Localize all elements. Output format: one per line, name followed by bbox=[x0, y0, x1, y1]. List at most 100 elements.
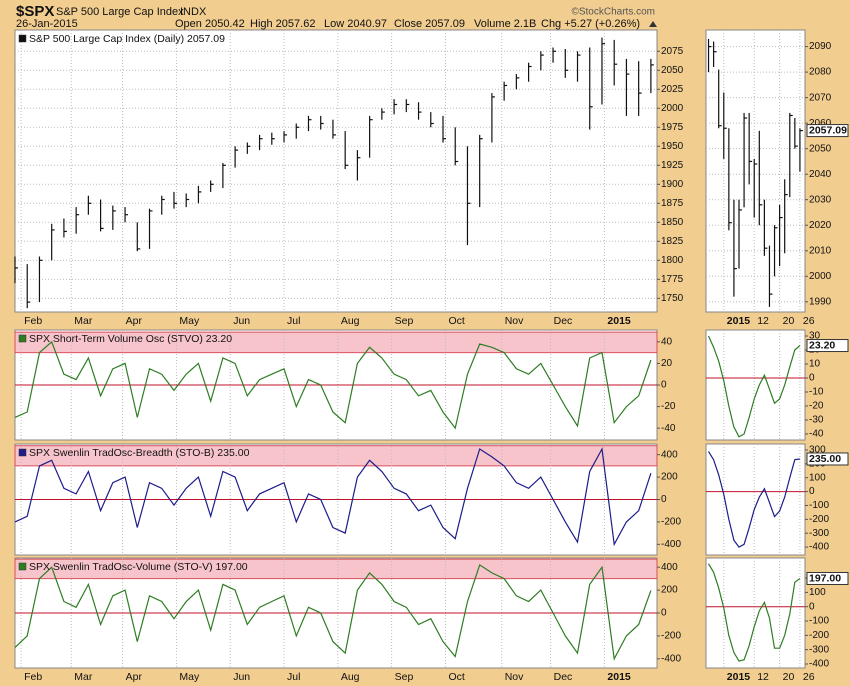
y-tick-label: -20 bbox=[661, 401, 676, 412]
x-tick-label: Aug bbox=[341, 315, 360, 327]
y-tick-label: 0 bbox=[809, 601, 815, 612]
x-tick-label: Dec bbox=[554, 315, 573, 327]
x-tick-label: 2015 bbox=[607, 671, 631, 683]
y-tick-label: -100 bbox=[809, 616, 829, 627]
legend-swatch bbox=[18, 448, 27, 457]
x-tick-label: 2015 bbox=[727, 315, 751, 327]
x-tick-label: Apr bbox=[126, 315, 143, 327]
y-tick-label: 2070 bbox=[809, 92, 832, 103]
y-tick-label: 400 bbox=[661, 562, 678, 573]
y-tick-label: 2030 bbox=[809, 194, 832, 205]
x-tick-label: May bbox=[179, 315, 200, 327]
x-tick-label: Jun bbox=[233, 315, 250, 327]
quote-date: 26-Jan-2015 bbox=[16, 18, 78, 30]
x-tick-label: Jul bbox=[287, 315, 300, 327]
x-tick-label: Mar bbox=[74, 671, 93, 683]
y-tick-label: -300 bbox=[809, 528, 829, 539]
quote-high: High 2057.62 bbox=[250, 18, 315, 30]
y-tick-label: -100 bbox=[809, 500, 829, 511]
panel bbox=[705, 557, 806, 669]
last-value-label: 2057.09 bbox=[809, 124, 847, 136]
x-tick-label: Nov bbox=[505, 315, 524, 327]
y-tick-label: -400 bbox=[809, 542, 829, 553]
y-tick-label: 2000 bbox=[809, 271, 832, 282]
panel bbox=[705, 329, 806, 441]
panel-title: SPX Swenlin TradOsc-Volume (STO-V) 197.0… bbox=[29, 561, 248, 573]
y-tick-label: 1950 bbox=[661, 141, 684, 152]
y-tick-label: 2040 bbox=[809, 169, 832, 180]
y-tick-label: -200 bbox=[661, 517, 681, 528]
y-tick-label: 1875 bbox=[661, 198, 684, 209]
x-tick-label: 2015 bbox=[607, 315, 631, 327]
y-tick-label: 2080 bbox=[809, 67, 832, 78]
y-tick-label: -40 bbox=[661, 423, 676, 434]
y-tick-label: 400 bbox=[661, 449, 678, 460]
x-tick-label: Aug bbox=[341, 671, 360, 683]
quote-open: Open 2050.42 bbox=[175, 18, 245, 30]
indicator-line bbox=[707, 335, 801, 438]
x-tick-label: May bbox=[179, 671, 200, 683]
y-tick-label: 0 bbox=[809, 373, 815, 384]
last-value-box bbox=[806, 124, 849, 138]
y-tick-label: 1975 bbox=[661, 122, 684, 133]
panel-title: SPX Short-Term Volume Osc (STVO) 23.20 bbox=[29, 333, 232, 345]
collapse-arrow[interactable] bbox=[649, 21, 657, 27]
y-tick-label: 2020 bbox=[809, 220, 832, 231]
y-tick-label: -400 bbox=[661, 653, 681, 664]
x-tick-label: 12 bbox=[757, 671, 769, 683]
legend-swatch bbox=[18, 334, 27, 343]
y-tick-label: -400 bbox=[661, 539, 681, 550]
indicator-line bbox=[14, 447, 652, 547]
last-value-label: 23.20 bbox=[809, 339, 835, 351]
y-tick-label: -200 bbox=[661, 631, 681, 642]
y-tick-label: 100 bbox=[809, 587, 826, 598]
x-tick-label: Apr bbox=[126, 671, 143, 683]
y-tick-label: 1750 bbox=[661, 293, 684, 304]
overbought-band bbox=[14, 331, 658, 354]
legend-swatch bbox=[18, 562, 27, 571]
x-tick-label: Jul bbox=[287, 671, 300, 683]
x-tick-label: Dec bbox=[554, 671, 573, 683]
indicator-line bbox=[14, 563, 652, 661]
y-tick-label: 40 bbox=[661, 337, 673, 348]
quote-low: Low 2040.97 bbox=[324, 18, 387, 30]
x-tick-label: Feb bbox=[24, 315, 42, 327]
x-tick-label: Jun bbox=[233, 671, 250, 683]
y-tick-label: 1800 bbox=[661, 255, 684, 266]
y-tick-label: 10 bbox=[809, 359, 821, 370]
y-tick-label: 0 bbox=[809, 486, 815, 497]
y-tick-label: 2050 bbox=[809, 143, 832, 154]
y-tick-label: 2090 bbox=[809, 41, 832, 52]
y-tick-label: 0 bbox=[661, 380, 667, 391]
y-tick-label: 2010 bbox=[809, 245, 832, 256]
x-tick-label: 26 bbox=[803, 315, 815, 327]
y-tick-label: 1900 bbox=[661, 179, 684, 190]
last-value-label: 235.00 bbox=[809, 453, 841, 465]
y-tick-label: 2000 bbox=[661, 103, 684, 114]
y-tick-label: 2060 bbox=[809, 118, 832, 129]
x-tick-label: Oct bbox=[448, 315, 464, 327]
x-tick-label: 20 bbox=[783, 671, 795, 683]
last-value-label: 197.00 bbox=[809, 572, 841, 584]
overbought-band bbox=[14, 558, 658, 580]
credit: ©StockCharts.com bbox=[571, 7, 655, 18]
y-tick-label: -40 bbox=[809, 429, 824, 440]
y-tick-label: 2075 bbox=[661, 46, 684, 57]
x-tick-label: Mar bbox=[74, 315, 93, 327]
y-tick-label: -300 bbox=[809, 644, 829, 655]
x-tick-label: Nov bbox=[505, 671, 524, 683]
symbol: $SPX bbox=[16, 3, 54, 20]
y-tick-label: 2025 bbox=[661, 84, 684, 95]
panel bbox=[705, 443, 806, 556]
y-tick-label: -200 bbox=[809, 514, 829, 525]
quote-volume: Volume 2.1B bbox=[474, 18, 536, 30]
x-tick-label: 2015 bbox=[727, 671, 751, 683]
panel-title: SPX Swenlin TradOsc-Breadth (STO-B) 235.… bbox=[29, 447, 250, 459]
x-tick-label: Feb bbox=[24, 671, 42, 683]
y-tick-label: 20 bbox=[661, 358, 673, 369]
y-tick-label: 1990 bbox=[809, 296, 832, 307]
indicator-line bbox=[707, 451, 800, 548]
indicator-line bbox=[707, 563, 801, 662]
